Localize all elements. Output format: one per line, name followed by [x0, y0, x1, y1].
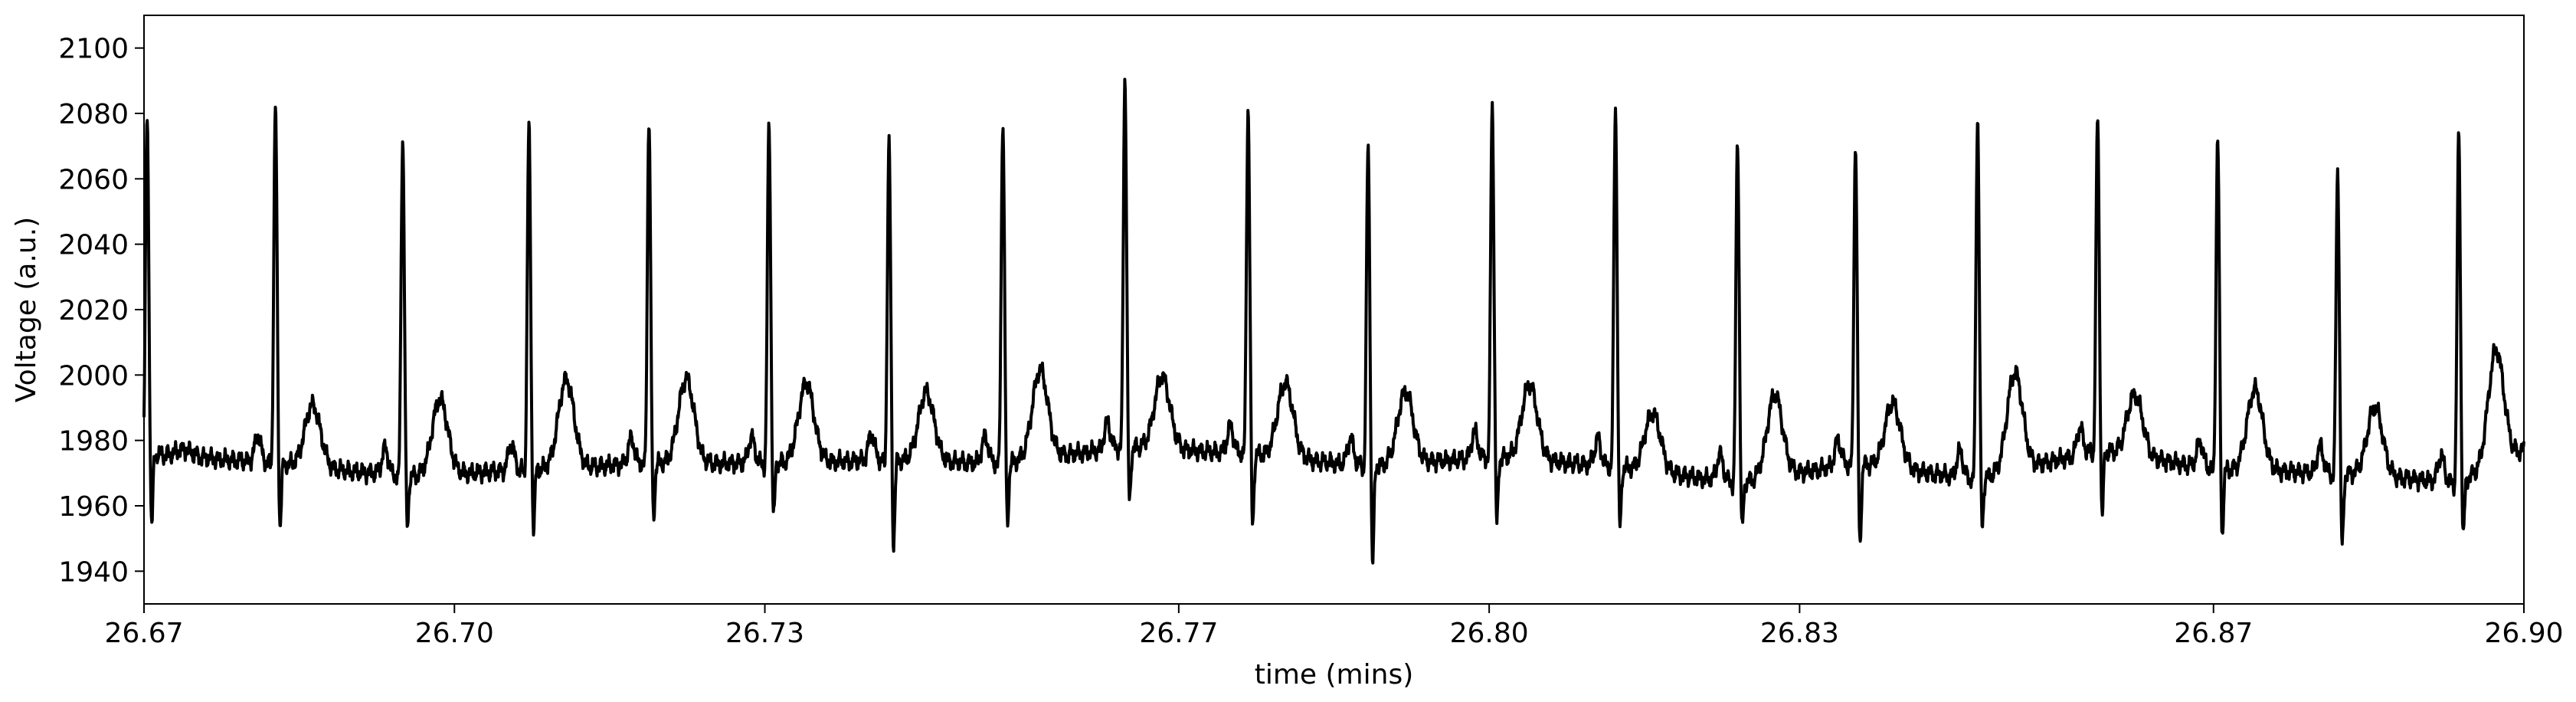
x-tick-label: 26.83	[1760, 618, 1839, 649]
plot-area	[142, 77, 2525, 565]
y-tick-label: 1940	[58, 556, 129, 588]
y-tick-label: 1980	[58, 426, 129, 458]
voltage-series-line	[142, 77, 2525, 565]
y-tick-label: 2080	[58, 99, 129, 130]
x-tick-label: 26.87	[2174, 618, 2253, 649]
y-axis: 1940 1960 1980 2000 2020 2040 2060 2080 2100	[58, 34, 144, 588]
x-tick-label: 26.67	[104, 618, 183, 649]
y-axis-label: Voltage (a.u.)	[11, 217, 42, 402]
y-tick-label: 2040	[58, 230, 129, 261]
x-tick-label: 26.70	[415, 618, 494, 649]
x-axis-label: time (mins)	[1255, 659, 1414, 691]
x-tick-label: 26.73	[725, 618, 804, 649]
y-tick-label: 2100	[58, 34, 129, 65]
y-tick-label: 2060	[58, 164, 129, 195]
x-axis: 26.67 26.70 26.73 26.77 26.80 26.83 26.87 26.90	[104, 604, 2564, 649]
x-tick-label: 26.80	[1450, 618, 1529, 649]
x-tick-label: 26.77	[1139, 618, 1218, 649]
y-tick-label: 2000	[58, 360, 129, 392]
x-tick-label: 26.90	[2484, 618, 2563, 649]
y-tick-label: 1960	[58, 491, 129, 523]
y-tick-label: 2020	[58, 295, 129, 326]
